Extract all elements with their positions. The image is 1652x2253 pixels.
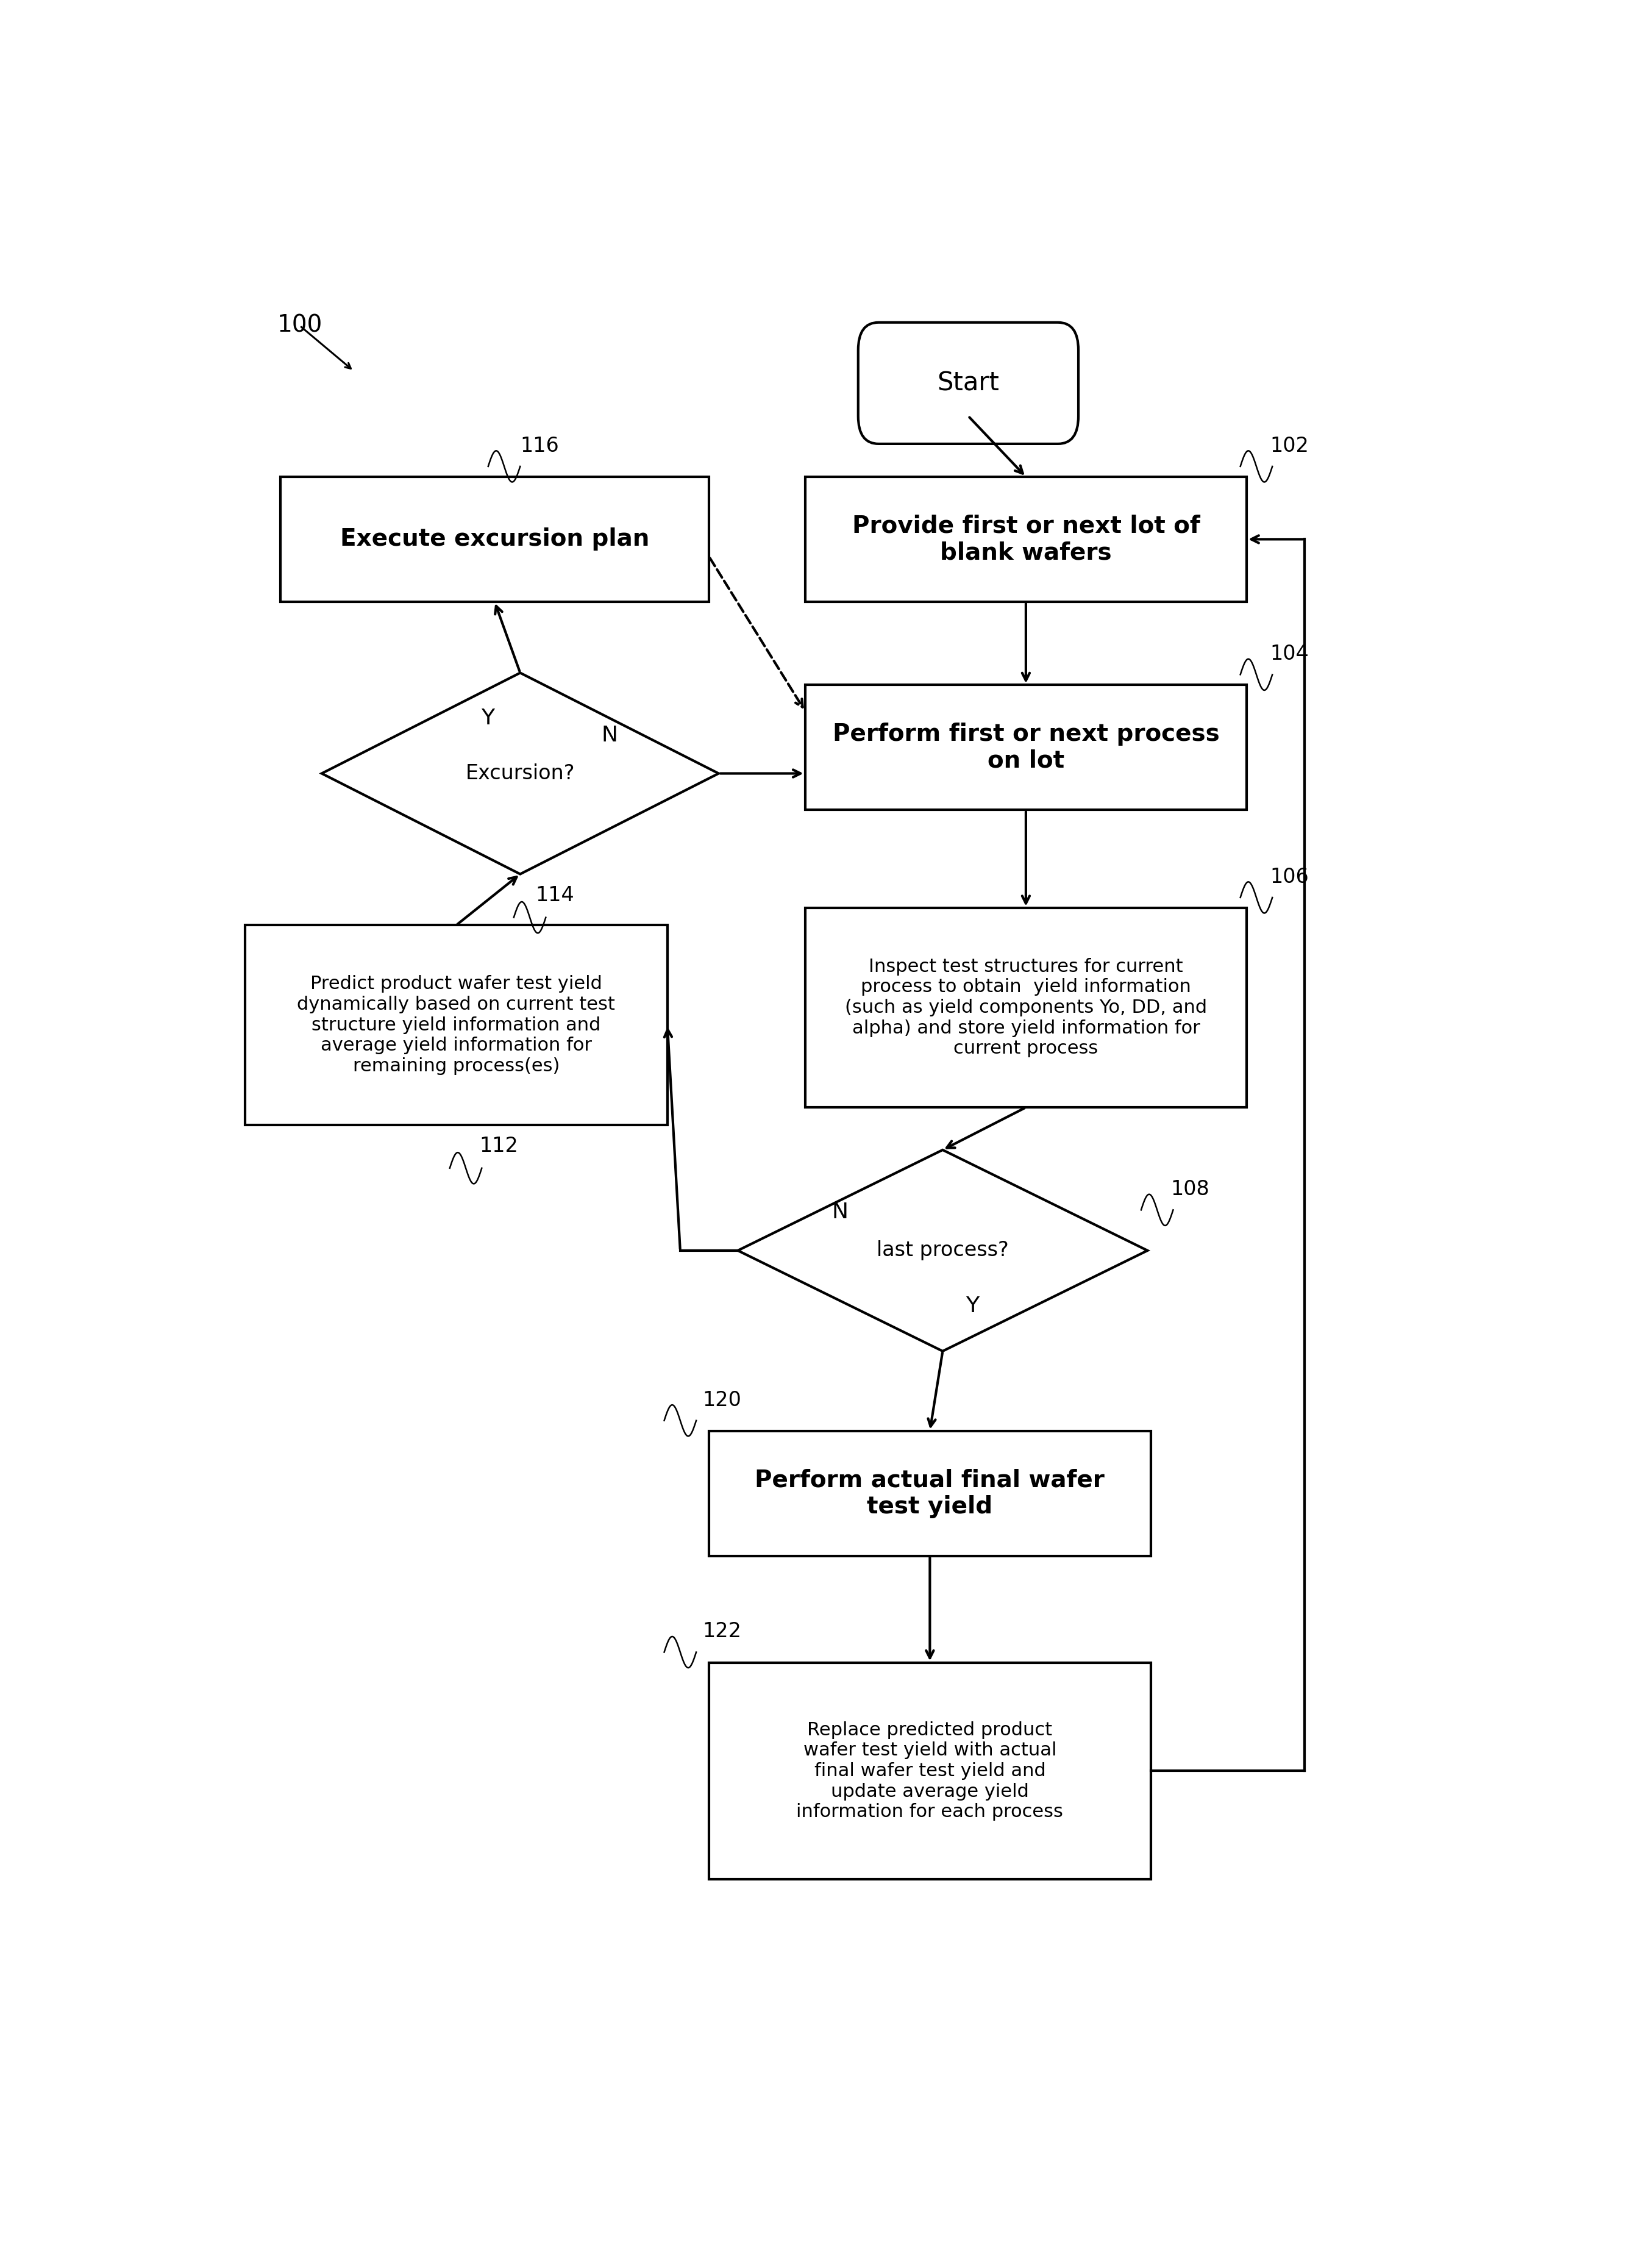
Text: Provide first or next lot of
blank wafers: Provide first or next lot of blank wafer… xyxy=(852,514,1199,563)
Text: Perform first or next process
on lot: Perform first or next process on lot xyxy=(833,723,1219,773)
FancyBboxPatch shape xyxy=(281,478,709,602)
Text: Inspect test structures for current
process to obtain  yield information
(such a: Inspect test structures for current proc… xyxy=(844,958,1208,1057)
Text: 102: 102 xyxy=(1270,435,1308,455)
Text: 120: 120 xyxy=(702,1390,742,1410)
FancyBboxPatch shape xyxy=(709,1431,1151,1557)
Text: 114: 114 xyxy=(535,885,575,906)
Text: 100: 100 xyxy=(278,313,322,338)
Text: 108: 108 xyxy=(1171,1178,1209,1199)
Text: Y: Y xyxy=(966,1295,980,1316)
Polygon shape xyxy=(322,674,719,874)
Text: 104: 104 xyxy=(1270,644,1308,665)
Text: 112: 112 xyxy=(479,1136,519,1156)
Polygon shape xyxy=(738,1149,1148,1352)
FancyBboxPatch shape xyxy=(244,926,667,1124)
Text: Perform actual final wafer
test yield: Perform actual final wafer test yield xyxy=(755,1469,1105,1519)
FancyBboxPatch shape xyxy=(857,322,1079,444)
FancyBboxPatch shape xyxy=(805,908,1247,1108)
Text: 122: 122 xyxy=(702,1622,742,1642)
Text: N: N xyxy=(601,725,618,746)
Text: Replace predicted product
wafer test yield with actual
final wafer test yield an: Replace predicted product wafer test yie… xyxy=(796,1721,1064,1820)
Text: Excursion?: Excursion? xyxy=(466,764,575,784)
FancyBboxPatch shape xyxy=(709,1663,1151,1879)
Text: last process?: last process? xyxy=(877,1241,1009,1262)
Text: Start: Start xyxy=(937,369,999,397)
Text: N: N xyxy=(833,1203,849,1223)
FancyBboxPatch shape xyxy=(805,685,1247,809)
Text: Predict product wafer test yield
dynamically based on current test
structure yie: Predict product wafer test yield dynamic… xyxy=(297,976,615,1075)
Text: Y: Y xyxy=(481,707,494,728)
Text: 106: 106 xyxy=(1270,867,1308,888)
Text: Execute excursion plan: Execute excursion plan xyxy=(340,527,649,550)
Text: 116: 116 xyxy=(520,435,558,455)
FancyBboxPatch shape xyxy=(805,478,1247,602)
